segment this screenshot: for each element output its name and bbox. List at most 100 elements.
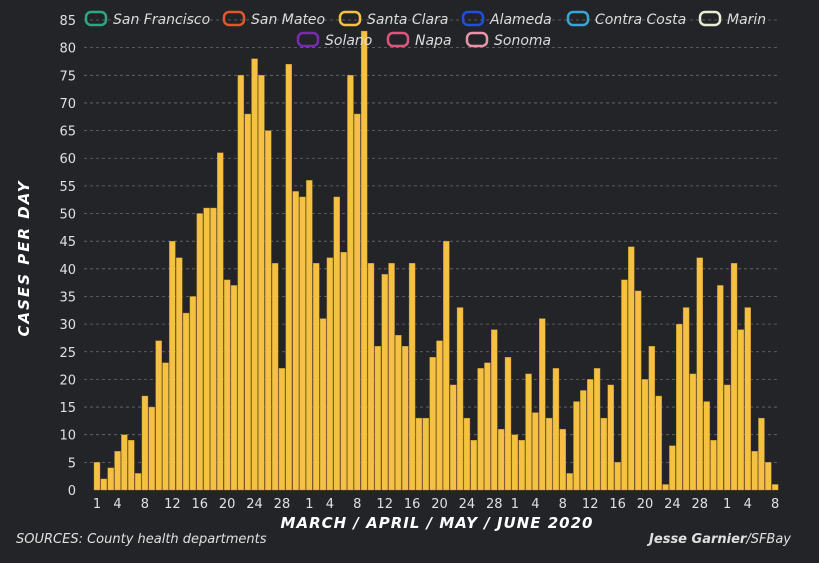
x-axis-label: MARCH / APRIL / MAY / JUNE 2020	[281, 514, 594, 532]
bar	[429, 357, 436, 491]
x-tick-label: 24	[664, 497, 681, 512]
x-tick-label: 4	[326, 497, 334, 512]
x-tick-label: 4	[531, 497, 539, 512]
bar	[340, 252, 347, 491]
y-axis-label: CASES PER DAY	[15, 179, 33, 336]
x-tick-label: 8	[771, 497, 779, 512]
legend-swatch	[465, 31, 489, 48]
y-tick-label: 70	[59, 97, 76, 112]
bar	[655, 395, 662, 491]
x-tick-label: 8	[141, 497, 149, 512]
y-tick-label: 45	[59, 235, 76, 250]
bar	[175, 257, 183, 491]
bar	[676, 323, 683, 491]
credit-name: Jesse Garnier	[649, 532, 747, 547]
bar	[573, 401, 580, 491]
legend-swatch	[296, 31, 320, 48]
bar	[669, 445, 676, 491]
bar	[696, 257, 703, 491]
bar	[710, 440, 717, 491]
bar	[703, 401, 710, 491]
bar	[271, 263, 279, 491]
bar	[600, 417, 608, 491]
bar	[518, 440, 525, 491]
legend-swatch	[386, 31, 410, 48]
x-tick-label: 12	[376, 497, 393, 512]
bar	[189, 296, 197, 491]
bar	[751, 451, 758, 491]
y-tick-label: 50	[59, 208, 76, 223]
legend-label: Napa	[415, 33, 452, 49]
x-tick-label: 20	[219, 497, 236, 512]
bar	[210, 207, 217, 491]
bar	[532, 412, 539, 491]
bar	[717, 285, 724, 491]
legend-label: Sonoma	[494, 33, 551, 49]
bar	[580, 390, 587, 491]
bar	[381, 274, 388, 491]
bar	[408, 263, 416, 491]
bar	[559, 428, 566, 491]
x-tick-label: 1	[511, 497, 519, 512]
bar	[593, 368, 601, 491]
bar	[278, 368, 286, 491]
legend-swatch	[566, 10, 590, 27]
x-tick-label: 1	[723, 497, 731, 512]
x-tick-label: 4	[744, 497, 752, 512]
bar	[607, 384, 614, 491]
y-tick-label: 10	[59, 429, 76, 444]
bar	[422, 417, 429, 491]
bar	[525, 373, 532, 491]
legend-label: Contra Costa	[595, 12, 686, 28]
bar	[230, 285, 238, 491]
x-tick-label: 16	[404, 497, 421, 512]
bar	[587, 379, 594, 491]
bar	[648, 346, 656, 491]
y-tick-label: 85	[59, 14, 76, 29]
bar	[182, 312, 190, 491]
bar	[299, 196, 306, 491]
x-axis-ticks: 1 4 8 12 16 20 24 28 1 4 8 12 16 20 24 28 1 4 8 12 16 20 24 28 1…	[93, 497, 779, 512]
bar	[203, 207, 210, 491]
bar	[545, 417, 553, 491]
bar	[333, 196, 340, 491]
bar	[374, 346, 382, 491]
bar	[258, 75, 265, 491]
y-tick-label: 40	[59, 263, 76, 278]
bar	[628, 246, 635, 491]
bar	[354, 113, 361, 491]
y-tick-label: 5	[68, 456, 76, 471]
bar	[539, 318, 546, 491]
legend-label: Marin	[727, 12, 766, 28]
x-tick-label: 12	[164, 497, 181, 512]
y-tick-label: 0	[68, 484, 76, 499]
bar	[477, 368, 484, 491]
bar	[724, 384, 731, 491]
bar	[511, 434, 519, 491]
legend-swatch	[698, 10, 722, 27]
bar	[223, 279, 231, 491]
bar	[313, 263, 320, 491]
bar	[292, 191, 299, 491]
bar	[121, 434, 128, 491]
legend-swatch	[222, 10, 246, 27]
bar	[758, 417, 765, 491]
credit-org: /SFBay	[746, 532, 791, 547]
bar	[634, 290, 642, 491]
x-tick-label: 16	[609, 497, 626, 512]
x-tick-label: 12	[582, 497, 599, 512]
y-tick-label: 55	[59, 180, 76, 195]
x-tick-label: 1	[93, 497, 101, 512]
bar	[641, 379, 649, 491]
bar	[450, 384, 457, 491]
bar	[744, 307, 751, 491]
x-tick-label: 16	[191, 497, 208, 512]
bar	[388, 263, 395, 491]
legend-swatch	[461, 10, 485, 27]
bar	[114, 451, 121, 491]
legend-label: Solano	[325, 33, 372, 49]
bar	[237, 75, 245, 491]
bar	[456, 307, 464, 491]
bar	[326, 257, 334, 491]
bar	[443, 240, 450, 491]
